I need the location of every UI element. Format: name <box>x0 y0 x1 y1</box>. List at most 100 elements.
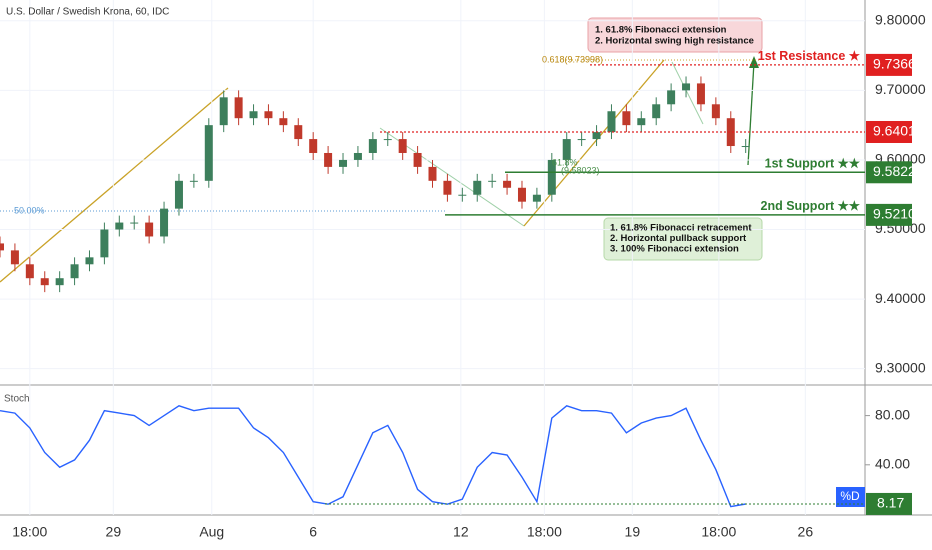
y-tick-label: 9.80000 <box>875 12 926 28</box>
x-tick-label: Aug <box>199 524 224 540</box>
candle-body <box>249 111 258 119</box>
price-label: 9.64018 <box>873 123 924 139</box>
price-label-box <box>866 203 912 226</box>
candle-body <box>368 139 377 153</box>
candle-body <box>607 111 616 133</box>
x-tick-label: 19 <box>625 524 641 540</box>
candle-body <box>189 180 198 182</box>
last-value-label: 8.17 <box>877 495 904 511</box>
callout-text: 1. 61.8% Fibonacci retracement <box>610 223 752 234</box>
x-tick-label: 18:00 <box>12 524 47 540</box>
candle-body <box>652 104 661 119</box>
candle-body <box>667 90 676 105</box>
candle-body <box>10 250 19 265</box>
candle-body <box>682 83 691 91</box>
candle-body <box>85 257 94 265</box>
y-tick-label: 9.40000 <box>875 290 926 306</box>
chart-title: U.S. Dollar / Swedish Krona, 60, IDC <box>6 7 169 18</box>
candle-body <box>234 97 243 119</box>
legend-label: %D <box>840 489 860 503</box>
candle-body <box>741 146 750 148</box>
candle-body <box>294 125 303 140</box>
candle-body <box>503 180 512 188</box>
candle-body <box>458 194 467 196</box>
x-tick-label: 12 <box>453 524 469 540</box>
level-name: 1st Support ★★ <box>765 157 861 171</box>
x-tick-label: 26 <box>798 524 814 540</box>
candle-body <box>264 111 273 119</box>
x-tick-label: 29 <box>106 524 122 540</box>
candle-body <box>577 139 586 141</box>
candle-body <box>324 152 333 167</box>
candle-body <box>711 104 720 119</box>
candle-body <box>592 132 601 140</box>
candle-body <box>428 166 437 181</box>
projection-arrow <box>747 61 755 166</box>
candle-body <box>353 152 362 160</box>
trend-arrow <box>0 87 229 283</box>
candle-body <box>562 139 571 160</box>
candle-body <box>204 125 213 181</box>
legend-box <box>836 487 865 507</box>
level-name: 1st Resistance ★ <box>758 49 861 63</box>
price-label: 9.58226 <box>873 163 924 179</box>
annotation: 50.00% <box>14 205 45 215</box>
candle-body <box>219 97 228 126</box>
candle-body <box>517 187 526 202</box>
candle-body <box>637 118 646 126</box>
callout-text: 2. Horizontal swing high resistance <box>595 36 754 47</box>
level-name: 2nd Support ★★ <box>761 199 861 213</box>
price-label-box <box>866 53 912 76</box>
y-tick-label: 9.30000 <box>875 359 926 375</box>
y-tick-label: 40.00 <box>875 456 910 472</box>
candle-body <box>413 152 422 167</box>
candle-body <box>145 222 154 237</box>
candle-body <box>726 118 735 147</box>
candle-body <box>488 180 497 182</box>
candle-body <box>547 159 556 195</box>
price-label: 9.73661 <box>873 56 924 72</box>
price-label-box <box>866 120 912 143</box>
candle-body <box>0 243 4 251</box>
callout-text: 1. 61.8% Fibonacci extension <box>595 25 727 36</box>
x-tick-label: 6 <box>309 524 317 540</box>
candle-body <box>160 208 169 237</box>
candle-body <box>339 159 348 167</box>
price-label: 9.52102 <box>873 206 924 222</box>
callout-text: 2. Horizontal pullback support <box>610 233 747 244</box>
fib-arrow <box>671 61 704 125</box>
candle-body <box>55 278 64 286</box>
candle-body <box>100 229 109 258</box>
annotation: (9.58023) <box>561 165 600 175</box>
candle-body <box>279 118 288 126</box>
price-label-box <box>866 161 912 184</box>
candle-body <box>174 180 183 209</box>
last-value-box <box>866 492 912 515</box>
support-callout <box>603 217 763 261</box>
candle-body <box>443 180 452 195</box>
candle-body <box>25 264 34 279</box>
x-tick-label: 18:00 <box>701 524 736 540</box>
y-tick-label: 80.00 <box>875 406 910 422</box>
candle-body <box>532 194 541 202</box>
candle-body <box>309 139 318 153</box>
candle-body <box>622 111 631 126</box>
trend-arrow <box>523 59 665 227</box>
candle-body <box>398 139 407 153</box>
candle-body <box>70 264 79 279</box>
x-tick-label: 18:00 <box>527 524 562 540</box>
callout-text: 3. 100% Fibonacci extension <box>610 244 739 255</box>
stoch-line <box>0 405 746 508</box>
candle-body <box>473 180 482 195</box>
annotation: 61.8% <box>552 157 578 167</box>
candle-body <box>130 222 139 224</box>
annotation: 0.618(9.73998) <box>542 54 603 64</box>
candle-body <box>383 139 392 141</box>
panel-title: Stoch <box>4 394 30 405</box>
y-tick-label: 9.70000 <box>875 81 926 97</box>
candle-body <box>40 278 49 286</box>
candle-body <box>696 83 705 105</box>
candle-body <box>115 222 124 230</box>
